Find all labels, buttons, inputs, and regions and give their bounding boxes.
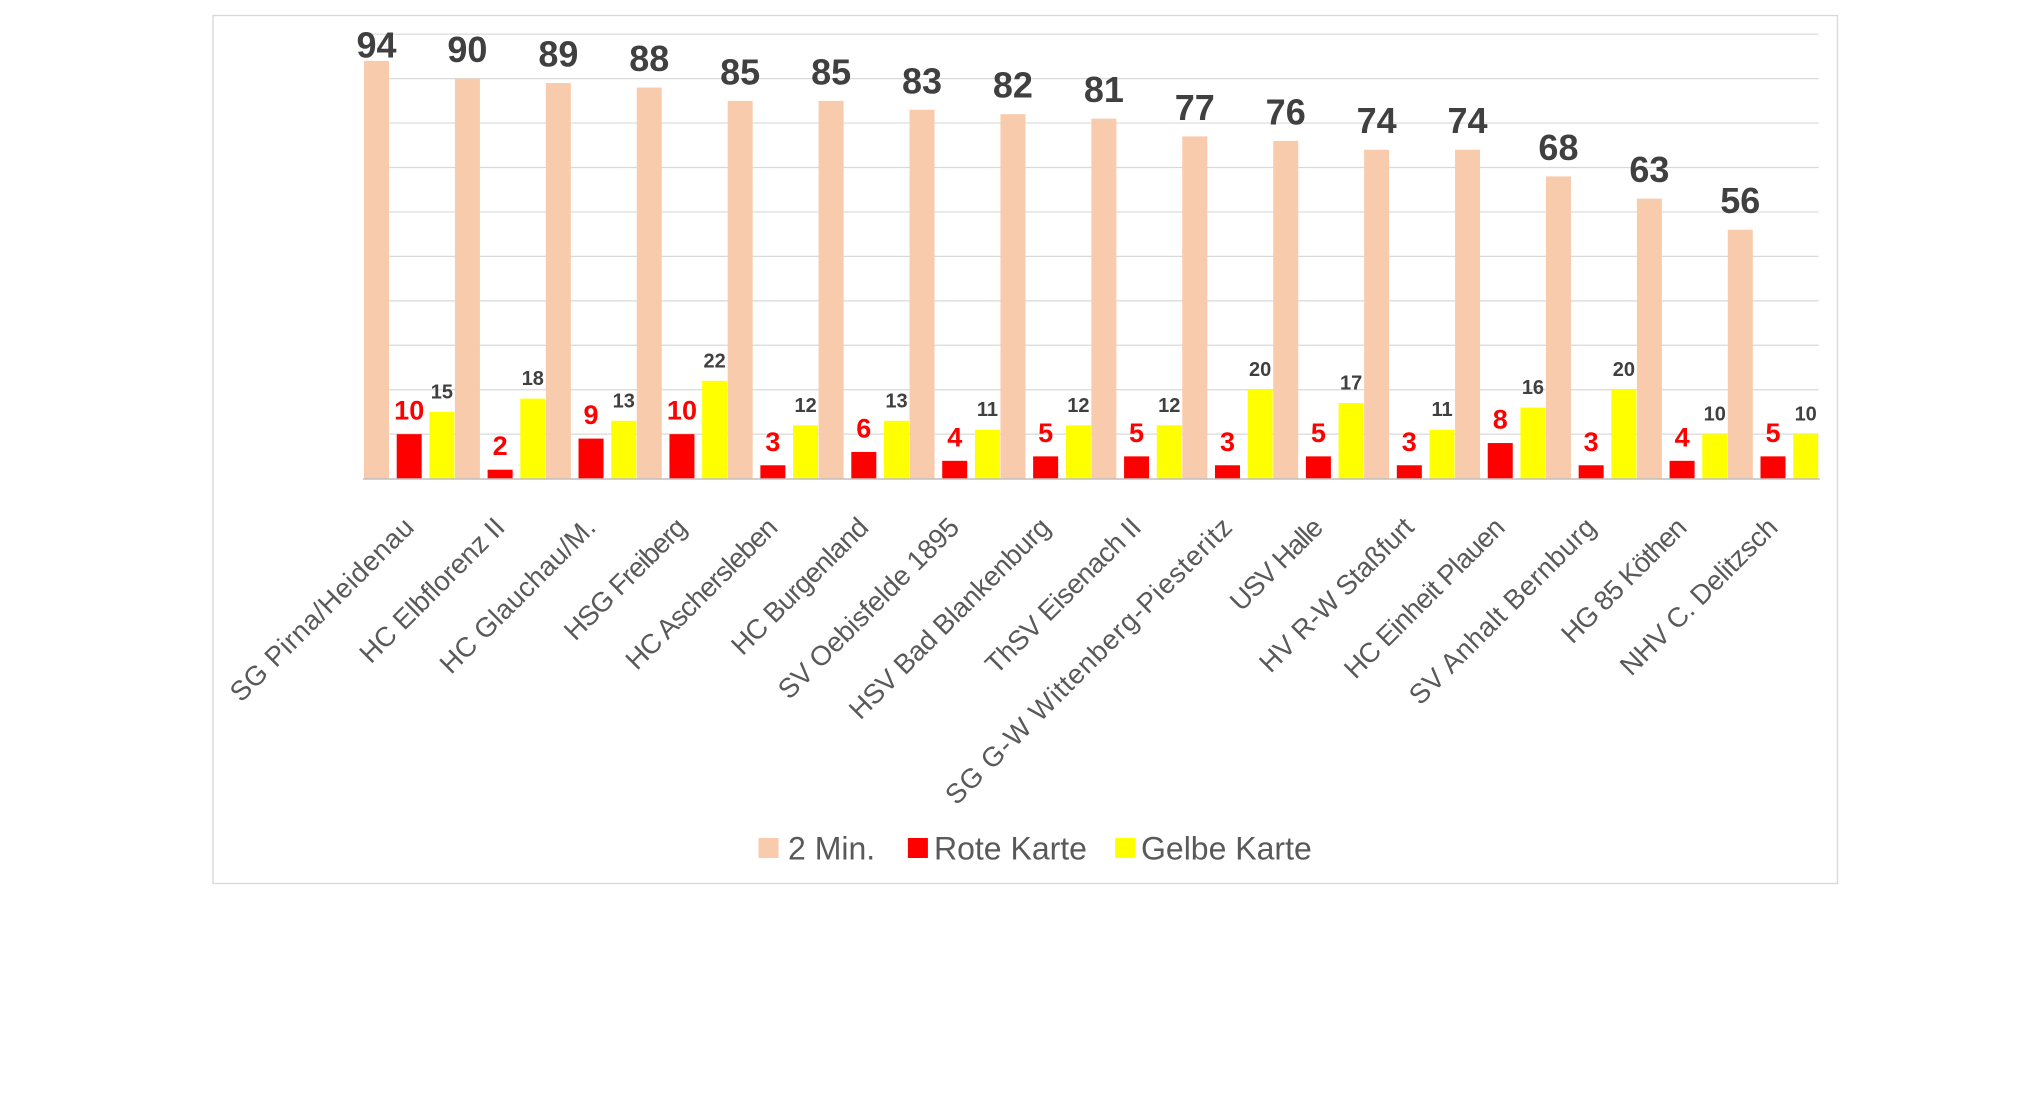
svg-text:Gelbe Karte: Gelbe Karte: [1141, 831, 1312, 867]
svg-text:12: 12: [1158, 395, 1180, 417]
svg-text:Rote Karte: Rote Karte: [934, 831, 1087, 867]
svg-text:10: 10: [667, 396, 697, 426]
svg-text:22: 22: [704, 350, 726, 372]
svg-text:2 Min.: 2 Min.: [788, 831, 875, 867]
svg-text:94: 94: [356, 25, 396, 66]
svg-text:68: 68: [1538, 127, 1578, 168]
svg-text:20: 20: [1249, 359, 1271, 381]
svg-text:20: 20: [1613, 359, 1635, 381]
svg-text:5: 5: [1765, 418, 1780, 448]
svg-text:74: 74: [1357, 100, 1397, 141]
svg-text:12: 12: [1067, 395, 1089, 417]
svg-text:77: 77: [1175, 87, 1215, 128]
svg-text:83: 83: [902, 60, 942, 101]
svg-text:13: 13: [613, 390, 635, 412]
svg-text:10: 10: [1795, 404, 1817, 426]
svg-text:4: 4: [1675, 422, 1690, 452]
svg-text:90: 90: [447, 29, 487, 70]
svg-text:11: 11: [977, 399, 998, 421]
svg-text:18: 18: [522, 368, 544, 390]
svg-text:5: 5: [1038, 418, 1053, 448]
svg-text:4: 4: [947, 422, 962, 452]
svg-text:85: 85: [720, 51, 760, 92]
svg-text:9: 9: [584, 400, 599, 430]
svg-text:8: 8: [1493, 405, 1508, 435]
svg-text:5: 5: [1311, 418, 1326, 448]
svg-text:13: 13: [885, 390, 907, 412]
svg-text:81: 81: [1084, 69, 1124, 110]
svg-text:89: 89: [538, 34, 578, 75]
svg-text:3: 3: [765, 427, 780, 457]
svg-text:85: 85: [811, 51, 851, 92]
svg-text:3: 3: [1220, 427, 1235, 457]
svg-text:6: 6: [856, 413, 871, 443]
svg-text:63: 63: [1629, 149, 1669, 190]
svg-text:16: 16: [1522, 377, 1544, 399]
svg-text:2: 2: [493, 431, 508, 461]
svg-text:5: 5: [1129, 418, 1144, 448]
svg-text:56: 56: [1720, 180, 1760, 221]
svg-text:82: 82: [993, 65, 1033, 106]
svg-text:12: 12: [794, 395, 816, 417]
svg-text:17: 17: [1340, 373, 1362, 395]
svg-text:3: 3: [1584, 427, 1599, 457]
svg-text:15: 15: [431, 381, 453, 403]
svg-text:88: 88: [629, 38, 669, 79]
svg-text:10: 10: [1704, 404, 1726, 426]
svg-text:76: 76: [1266, 91, 1306, 132]
svg-text:11: 11: [1431, 399, 1452, 421]
svg-text:74: 74: [1448, 100, 1488, 141]
svg-text:10: 10: [394, 396, 424, 426]
svg-text:3: 3: [1402, 427, 1417, 457]
